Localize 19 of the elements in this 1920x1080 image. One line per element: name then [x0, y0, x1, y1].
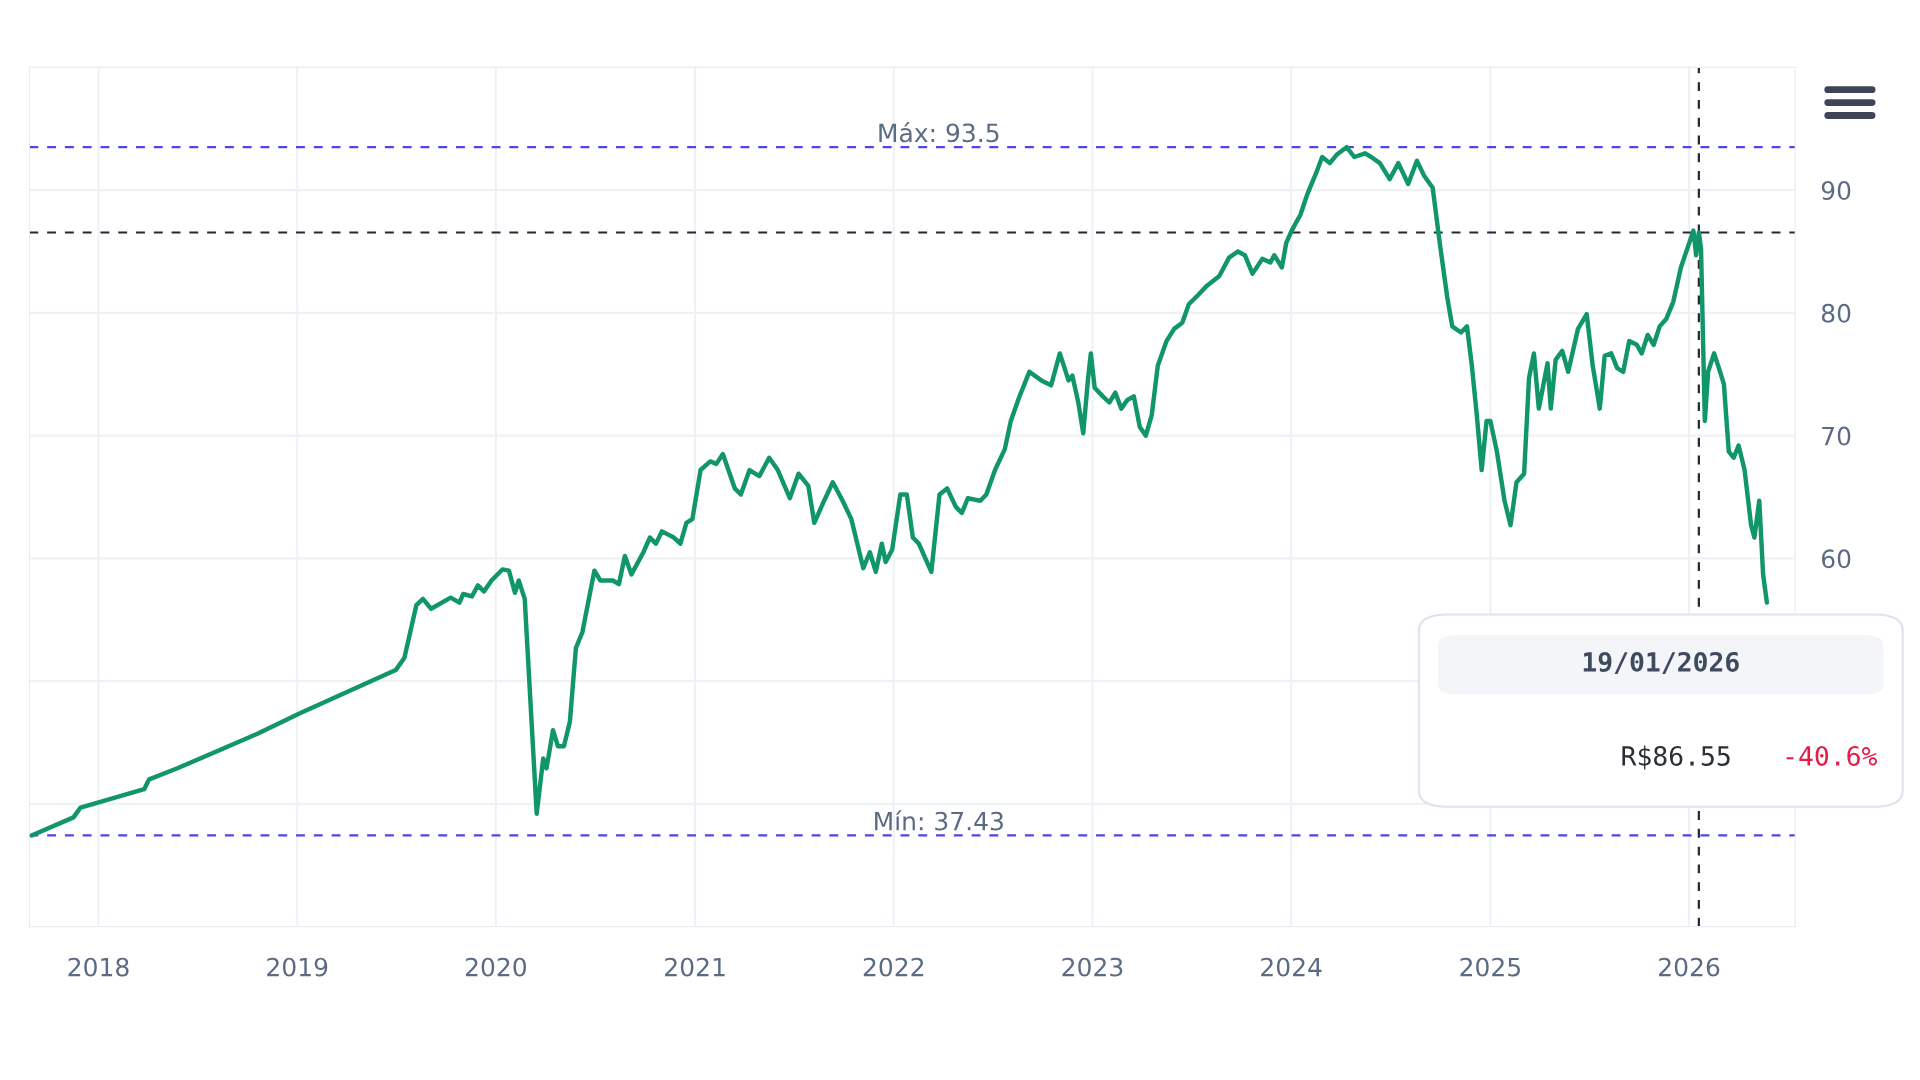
x-tick-label: 2018 [68, 957, 129, 977]
x-tick-label: 2022 [863, 957, 924, 977]
x-tick-label: 2023 [1062, 957, 1123, 977]
x-tick-label: 2026 [1659, 957, 1720, 977]
y-tick-label: 60 [1821, 549, 1851, 569]
x-tick-label: 2025 [1460, 957, 1520, 977]
ref-line-label: Mín: 37.43 [875, 810, 1003, 831]
annotation: R$86.55 [1622, 745, 1730, 770]
x-tick-label: 2021 [665, 957, 725, 977]
x-tick-label: 2019 [267, 957, 328, 977]
y-tick-label: 90 [1821, 181, 1851, 200]
line-series [29, 144, 1770, 838]
annotation: -40.6% [1786, 745, 1877, 766]
x-tick-label: 2024 [1261, 957, 1322, 977]
annotation: 19/01/2026 [1583, 651, 1739, 674]
y-tick-label: 70 [1822, 426, 1851, 446]
ref-line-label: Máx: 93.5 [879, 121, 999, 143]
x-tick-label: 2020 [465, 957, 527, 977]
y-tick-label: 80 [1821, 303, 1851, 323]
